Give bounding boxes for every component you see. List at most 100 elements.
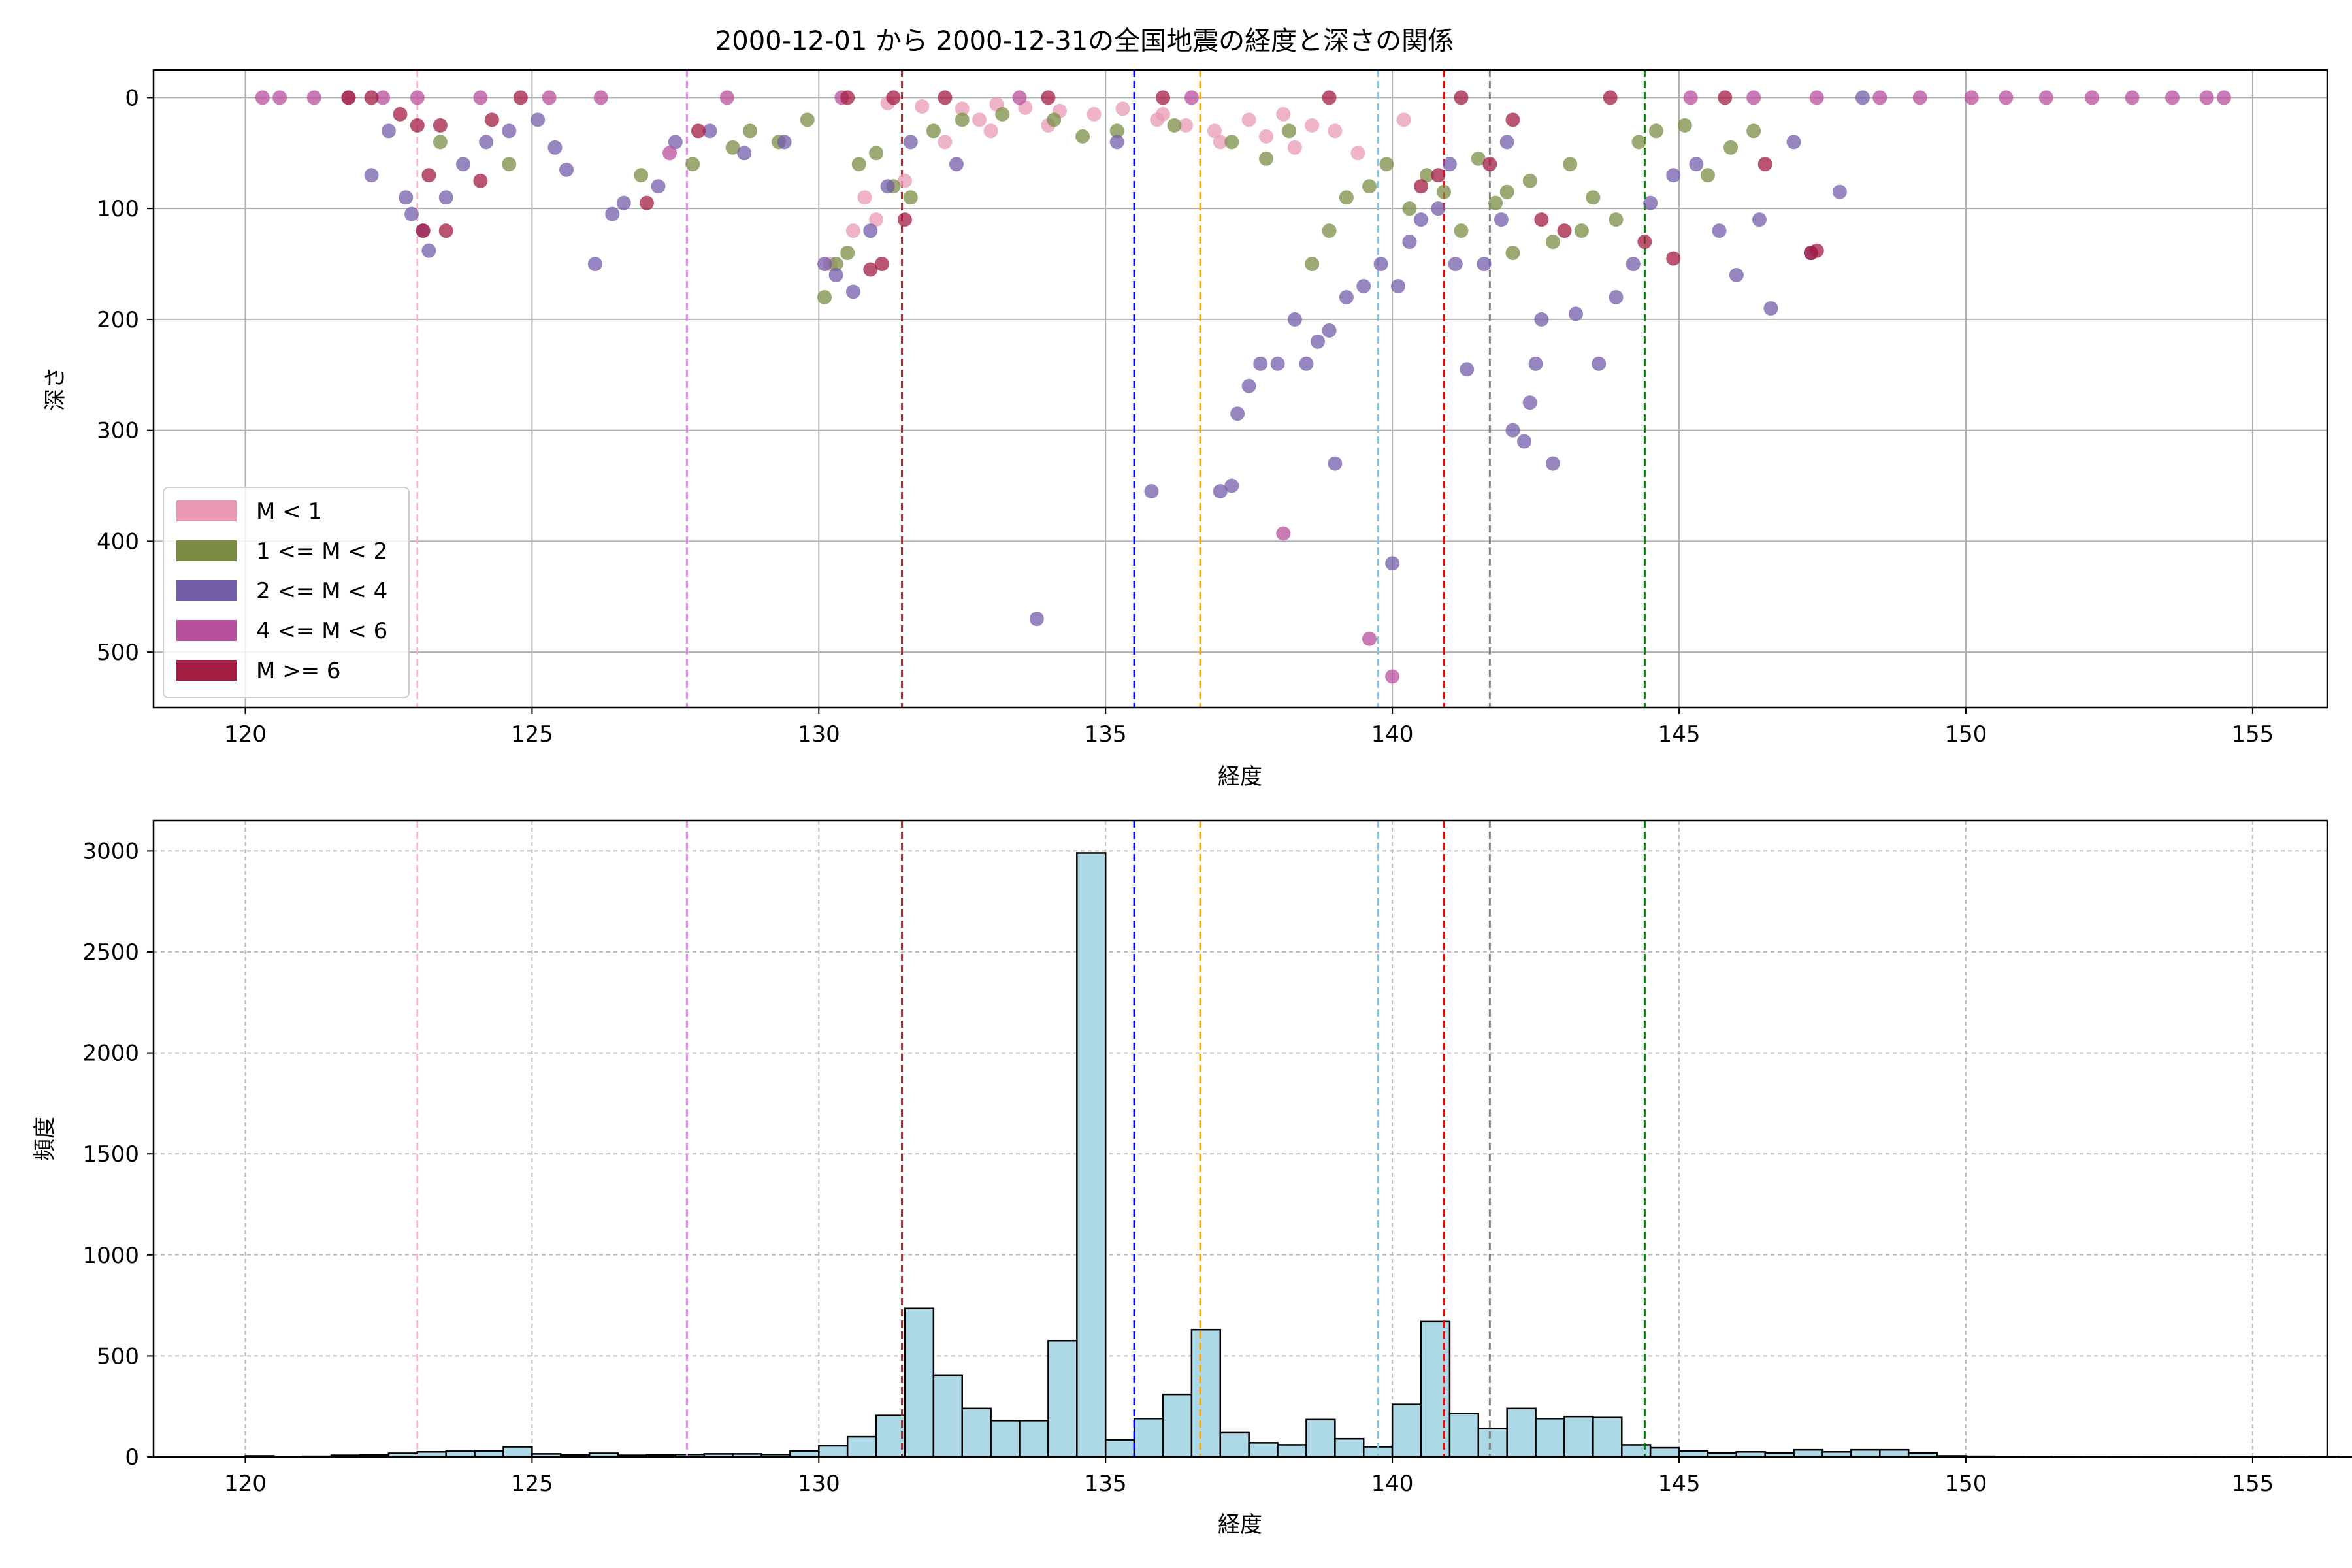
- scatter-point: [438, 190, 453, 205]
- scatter-point: [1557, 223, 1572, 238]
- legend-label: M >= 6: [256, 658, 341, 684]
- histogram-bar: [1879, 1448, 1910, 1458]
- scatter-point: [1322, 223, 1337, 238]
- histogram-bar: [1104, 1439, 1135, 1458]
- scatter-point: [857, 190, 872, 205]
- scatter-point: [1224, 478, 1239, 493]
- scatter-point: [416, 223, 431, 238]
- scatter-point: [926, 123, 941, 139]
- scatter-panel: 2000-12-01 から 2000-12-31の全国地震の経度と深さの関係 1…: [42, 26, 2328, 790]
- scatter-point: [897, 173, 912, 188]
- scatter-point: [1396, 112, 1411, 127]
- histogram-bar: [990, 1420, 1021, 1458]
- scatter-point: [1683, 90, 1698, 105]
- legend-swatch: [176, 660, 237, 681]
- scatter-point: [1414, 179, 1429, 194]
- scatter-point: [376, 90, 391, 105]
- scatter-x-tick-label: 140: [1371, 721, 1414, 747]
- histogram-y-tick-label: 2500: [82, 939, 139, 966]
- histogram-y-tick-label: 3000: [82, 838, 139, 864]
- scatter-point: [1746, 123, 1761, 139]
- histogram-bar: [1076, 852, 1107, 1458]
- scatter-point: [1328, 456, 1343, 471]
- scatter-point: [886, 90, 901, 105]
- scatter-point: [1723, 140, 1739, 155]
- scatter-point: [1809, 243, 1824, 258]
- scatter-point: [542, 90, 557, 105]
- histogram-bar: [1506, 1407, 1537, 1458]
- scatter-point: [1270, 356, 1285, 371]
- scatter-point: [1786, 135, 1801, 150]
- histogram-x-tick-label: 140: [1371, 1471, 1414, 1497]
- scatter-point: [456, 157, 471, 172]
- scatter-point: [1569, 306, 1584, 321]
- histogram-bar: [1649, 1446, 1680, 1458]
- scatter-point: [1086, 106, 1102, 122]
- scatter-point: [1075, 129, 1090, 144]
- scatter-point: [949, 157, 964, 172]
- scatter-point: [1012, 90, 1027, 105]
- scatter-point: [1402, 235, 1417, 250]
- histogram-bar: [1305, 1418, 1336, 1458]
- scatter-point: [1322, 323, 1337, 338]
- histogram-bar: [1592, 1416, 1623, 1458]
- scatter-point: [1718, 90, 1733, 105]
- scatter-x-tick-label: 130: [798, 721, 840, 747]
- histogram-bar: [818, 1445, 849, 1458]
- scatter-point: [1499, 135, 1514, 150]
- scatter-point: [1207, 123, 1222, 139]
- scatter-point: [484, 112, 499, 127]
- scatter-point: [1305, 257, 1320, 272]
- scatter-point: [828, 257, 843, 272]
- scatter-point: [341, 90, 356, 105]
- scatter-point: [1144, 484, 1159, 499]
- legend-swatch: [176, 540, 237, 561]
- scatter-point: [1431, 168, 1446, 183]
- legend-frame: [163, 487, 410, 698]
- scatter-point: [869, 146, 884, 161]
- scatter-point: [1339, 289, 1354, 304]
- histogram-bar: [875, 1414, 906, 1458]
- histogram-bar: [1047, 1339, 1078, 1458]
- histogram-bar: [1019, 1420, 1049, 1458]
- scatter-point: [1442, 157, 1457, 172]
- scatter-point: [502, 123, 517, 139]
- scatter-point: [1276, 526, 1291, 541]
- scatter-grid: [154, 70, 2327, 708]
- histogram-bar: [1621, 1444, 1652, 1458]
- scatter-point: [2164, 90, 2180, 105]
- scatter-point: [938, 135, 953, 150]
- scatter-point: [1499, 184, 1514, 199]
- scatter-point: [1460, 362, 1475, 377]
- scatter-point: [1431, 201, 1446, 216]
- scatter-point: [702, 123, 717, 139]
- scatter-reference-lines: [416, 70, 1646, 708]
- scatter-point: [1471, 151, 1486, 166]
- scatter-point: [1586, 190, 1601, 205]
- histogram-x-tick-label: 130: [798, 1471, 840, 1497]
- scatter-point: [421, 243, 436, 258]
- scatter-point: [874, 257, 889, 272]
- scatter-point: [2216, 90, 2231, 105]
- scatter-legend: M < 1 1 <= M < 2 2 <= M < 4 4 <= M < 6 M >= …: [163, 487, 410, 698]
- scatter-point: [1752, 212, 1767, 227]
- scatter-point: [1419, 168, 1434, 183]
- scatter-points: [255, 90, 2231, 684]
- scatter-point: [1379, 157, 1394, 172]
- scatter-point: [685, 157, 700, 172]
- scatter-point: [1179, 118, 1194, 133]
- scatter-x-tick-label: 120: [224, 721, 267, 747]
- scatter-point: [1454, 90, 1469, 105]
- histogram-bar: [1678, 1450, 1709, 1458]
- histogram-bar: [1563, 1415, 1594, 1458]
- scatter-point: [1494, 212, 1509, 227]
- histogram-bar: [1535, 1418, 1565, 1458]
- scatter-point: [897, 212, 912, 227]
- scatter-point: [616, 195, 631, 210]
- scatter-point: [1809, 90, 1824, 105]
- scatter-point: [1912, 90, 1927, 105]
- scatter-point: [1522, 395, 1537, 410]
- scatter-point: [742, 123, 757, 139]
- scatter-point: [1637, 235, 1652, 250]
